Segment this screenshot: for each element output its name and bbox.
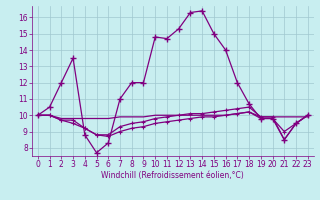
X-axis label: Windchill (Refroidissement éolien,°C): Windchill (Refroidissement éolien,°C) — [101, 171, 244, 180]
